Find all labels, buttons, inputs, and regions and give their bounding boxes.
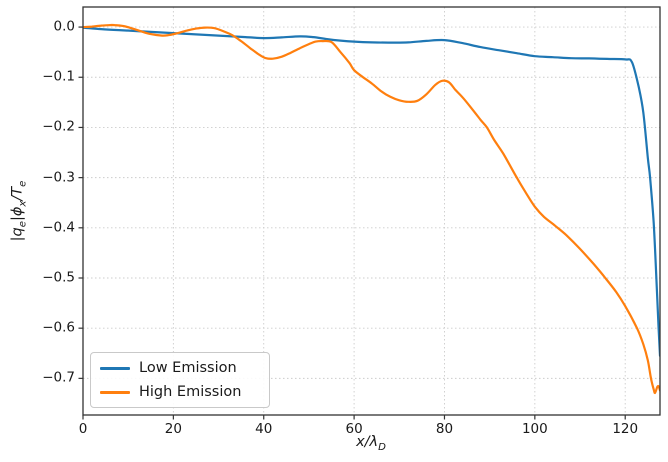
- x-tick-label: 80: [435, 421, 454, 437]
- x-tick-label: 40: [255, 421, 273, 437]
- y-tick-label: −0.3: [42, 168, 75, 185]
- x-tick-label: 0: [78, 421, 88, 437]
- high-emission-line-swatch: [100, 390, 130, 394]
- y-axis-label: |qe|ϕx/Te: [9, 180, 29, 242]
- low-emission-line-swatch: [100, 366, 130, 370]
- legend-item-high-emission: High Emission: [100, 384, 259, 401]
- x-tick-label: 120: [612, 421, 639, 437]
- x-tick-label: 20: [164, 421, 182, 437]
- x-axis-label: x/λD: [356, 434, 386, 453]
- legend: Low Emission High Emission: [90, 352, 270, 409]
- plot-border: [82, 6, 661, 416]
- y-tick-label: −0.6: [42, 319, 75, 336]
- x-tick-label: 60: [345, 421, 363, 437]
- legend-item-low-emission: Low Emission: [100, 360, 259, 377]
- series-line-high-emission: [83, 23, 660, 395]
- y-tick-label: −0.2: [42, 118, 75, 135]
- y-tick-label: −0.7: [42, 369, 75, 386]
- y-tick-label: 0.0: [53, 18, 75, 35]
- legend-label-low-emission: Low Emission: [139, 360, 237, 376]
- legend-label-high-emission: High Emission: [139, 383, 242, 400]
- y-tick-label: −0.5: [42, 269, 75, 286]
- series-line-low-emission: [83, 26, 660, 357]
- y-tick-label: −0.1: [42, 68, 75, 85]
- x-tick-label: 100: [521, 421, 548, 437]
- y-tick-label: −0.4: [42, 219, 75, 236]
